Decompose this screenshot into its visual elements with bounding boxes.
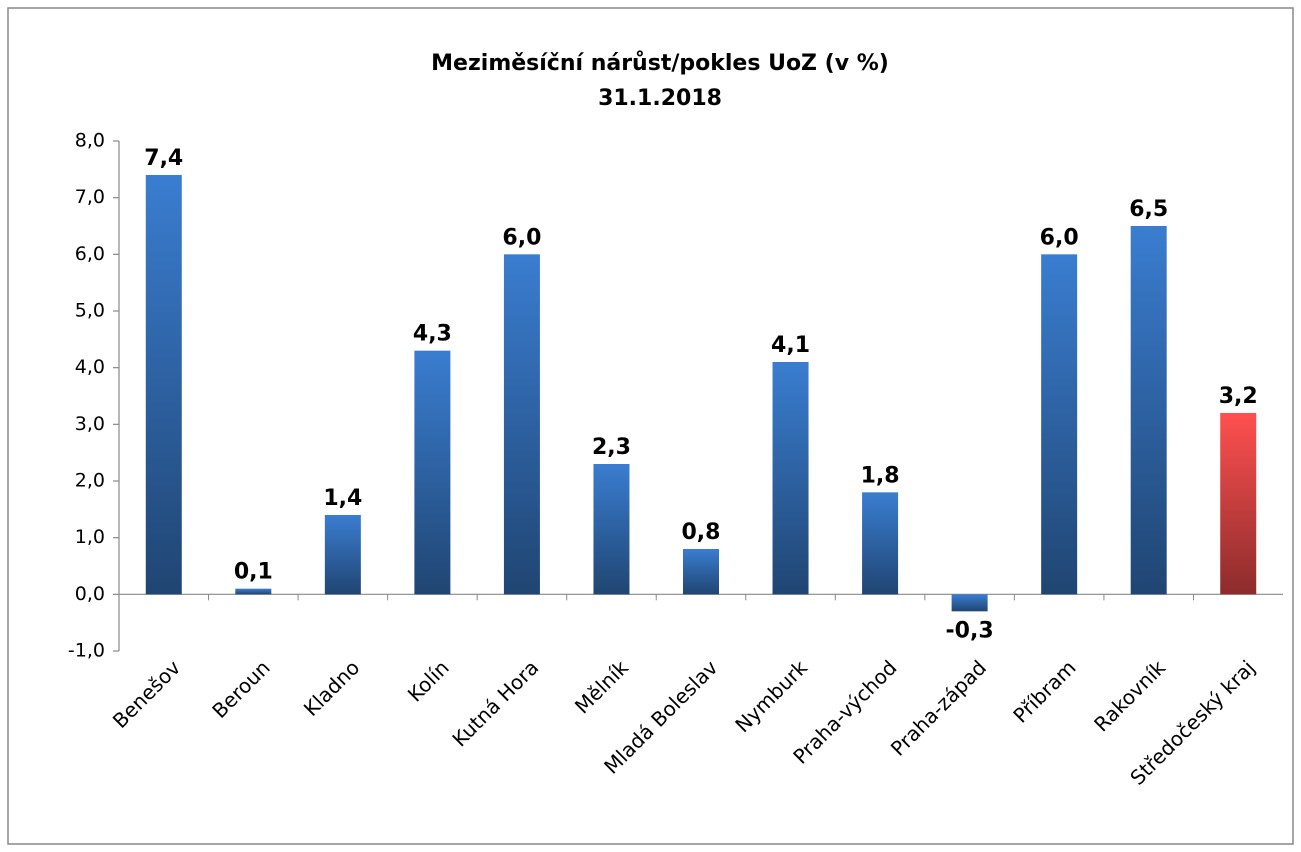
- bar: [683, 549, 719, 595]
- chart-title: Meziměsíční nárůst/pokles UoZ (v %): [431, 51, 889, 76]
- bar: [951, 594, 988, 612]
- data-label: 4,3: [413, 322, 452, 347]
- bar: [862, 492, 899, 595]
- data-label: 1,4: [323, 486, 362, 511]
- bar: [235, 588, 272, 595]
- data-label: 2,3: [592, 435, 631, 460]
- y-tick-label: -1,0: [68, 640, 105, 662]
- bar: [1220, 413, 1257, 595]
- y-tick-label: 7,0: [75, 186, 105, 208]
- bar: [414, 350, 451, 595]
- y-tick-label: 2,0: [75, 470, 105, 492]
- chart-subtitle: 31.1.2018: [598, 86, 722, 111]
- data-label: 6,0: [502, 225, 541, 250]
- bar: [324, 515, 361, 595]
- chart-frame: [7, 7, 1294, 845]
- y-tick-label: 4,0: [75, 356, 105, 378]
- bar: [503, 254, 540, 595]
- y-tick-label: 5,0: [75, 300, 105, 322]
- data-label: 0,1: [234, 560, 273, 585]
- y-tick-label: 6,0: [75, 243, 105, 265]
- y-tick-label: 0,0: [75, 583, 105, 605]
- y-tick-label: 3,0: [75, 413, 105, 435]
- data-label: 6,5: [1129, 197, 1168, 222]
- data-label: 6,0: [1040, 225, 1079, 250]
- bar: [145, 175, 182, 595]
- data-label: -0,3: [946, 618, 994, 643]
- data-label: 3,2: [1219, 384, 1258, 409]
- bar: [1041, 254, 1078, 595]
- data-label: 7,4: [144, 146, 183, 171]
- data-label: 1,8: [861, 463, 900, 488]
- bar: [772, 362, 809, 595]
- y-tick-label: 8,0: [75, 130, 105, 152]
- data-label: 4,1: [771, 333, 810, 358]
- bar: [1130, 226, 1167, 595]
- bar: [593, 464, 630, 595]
- y-tick-label: 1,0: [75, 526, 105, 548]
- data-label: 0,8: [682, 520, 721, 545]
